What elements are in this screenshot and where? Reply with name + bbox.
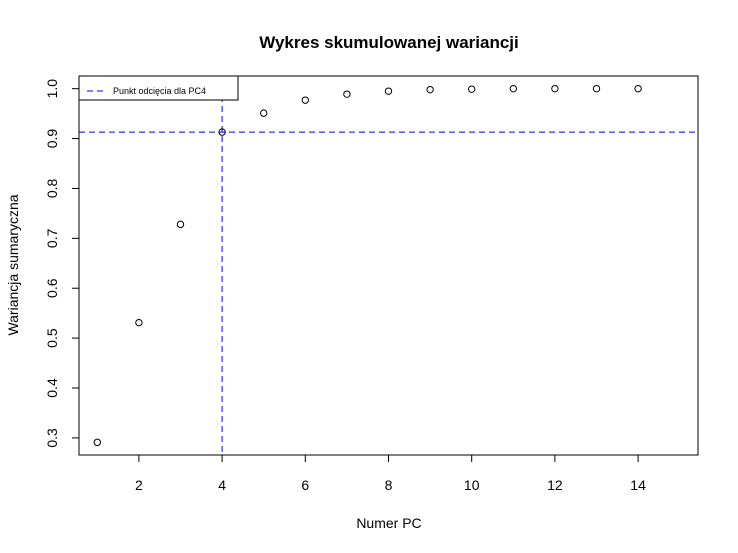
data-point [343, 90, 351, 98]
legend: Punkt odcięcia dla PC4 [78, 75, 239, 101]
x-tick-label: 6 [301, 477, 309, 493]
x-tick-label: 12 [547, 477, 563, 493]
data-point [634, 84, 642, 93]
legend-label: Punkt odcięcia dla PC4 [113, 86, 206, 96]
y-tick-label: 0.7 [44, 228, 60, 248]
y-tick-label: 0.9 [44, 129, 60, 149]
data-point [509, 84, 517, 93]
y-tick-label: 0.4 [44, 378, 60, 398]
data-point [93, 438, 102, 447]
y-tick-label: 0.6 [44, 278, 60, 298]
chart-title: Wykres skumulowanej wariancji [259, 33, 519, 52]
data-point [135, 318, 143, 327]
y-tick-label: 0.5 [44, 328, 60, 348]
data-points [93, 84, 642, 447]
data-point [301, 96, 310, 104]
data-point [384, 87, 393, 95]
plot-frame [78, 75, 699, 456]
data-point [467, 85, 476, 93]
y-tick-label: 1.0 [44, 79, 60, 99]
x-tick-label: 8 [385, 477, 393, 493]
data-point [176, 220, 185, 229]
y-tick-label: 0.8 [44, 179, 60, 199]
x-axis: 2 4 6 8 10 12 14 [135, 454, 646, 493]
data-point [260, 109, 268, 117]
data-point [551, 84, 559, 93]
x-axis-label: Numer PC [356, 515, 421, 531]
y-tick-label: 0.3 [44, 428, 60, 448]
x-tick-label: 14 [630, 477, 646, 493]
x-tick-label: 2 [135, 477, 143, 493]
y-axis: 0.3 0.4 0.5 0.6 0.7 0.8 0.9 1.0 [44, 79, 80, 448]
x-tick-label: 10 [464, 477, 480, 493]
x-tick-label: 4 [218, 477, 226, 493]
data-point [426, 85, 434, 94]
reference-lines [79, 76, 698, 455]
legend-box [78, 75, 239, 101]
data-point [592, 84, 601, 93]
data-point [218, 128, 226, 136]
y-axis-label: Wariancja sumaryczna [5, 194, 21, 335]
